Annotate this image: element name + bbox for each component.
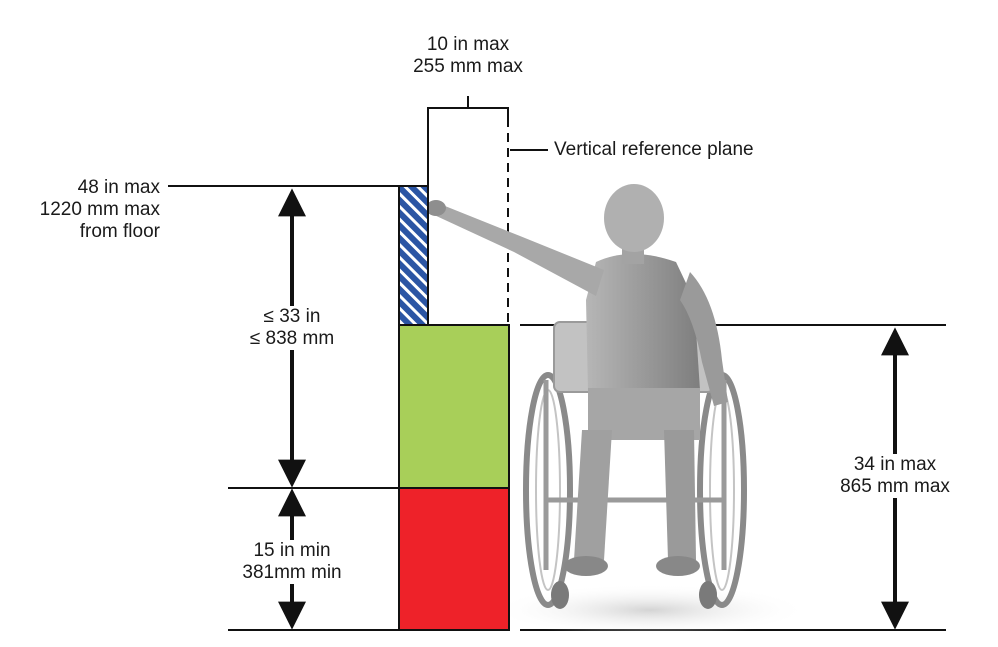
- wheelchair-user-figure: [426, 184, 747, 609]
- reach-range-label: ≤ 33 in ≤ 838 mm: [232, 306, 352, 350]
- depth-bracket: [427, 96, 509, 186]
- depth-max-label: 10 in max 255 mm max: [413, 34, 523, 77]
- obstruction-top-block: [398, 324, 510, 489]
- hatched-reach-zone: [398, 185, 429, 326]
- obstruction-bottom-block: [398, 487, 510, 631]
- obstruction-height-label: 34 in max 865 mm max: [828, 454, 962, 498]
- low-reach-label: 15 in min 381mm min: [232, 540, 352, 584]
- reference-plane-label: Vertical reference plane: [554, 139, 754, 160]
- high-reach-label: 48 in max 1220 mm max from floor: [39, 177, 160, 242]
